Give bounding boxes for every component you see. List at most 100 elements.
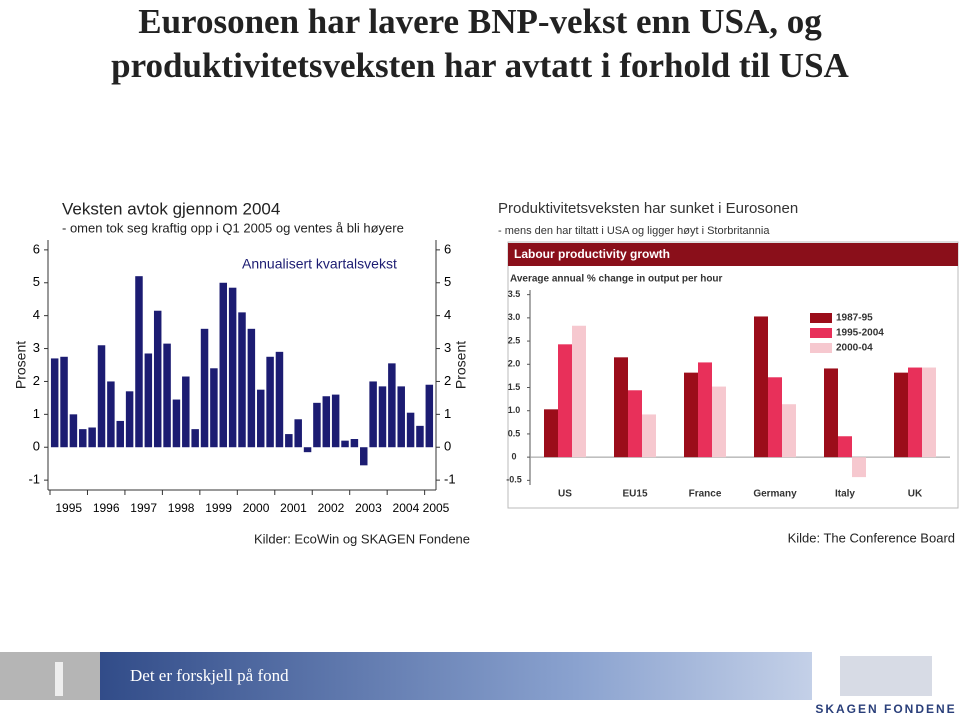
- bar: [558, 344, 572, 458]
- x-tick-label: 2002: [318, 501, 345, 515]
- y2-tick-label: -1: [444, 472, 456, 487]
- bar: [144, 353, 153, 448]
- legend-label: 1987-95: [836, 313, 873, 324]
- y-tick-label: 1: [33, 406, 40, 421]
- chart-header: [508, 243, 958, 266]
- bar: [200, 328, 209, 448]
- legend-swatch: [810, 328, 832, 338]
- x-tick-label: UK: [908, 489, 923, 500]
- x-tick-label: Germany: [753, 489, 797, 500]
- y-tick-label: 2.0: [508, 359, 521, 369]
- bar: [782, 404, 796, 458]
- bar: [191, 429, 199, 448]
- bar: [313, 402, 321, 448]
- bar: [572, 325, 586, 458]
- source: Kilde: The Conference Board: [788, 530, 955, 545]
- chart-subtitle: - omen tok seg kraftig opp i Q1 2005 og …: [62, 220, 404, 235]
- bar: [360, 447, 368, 466]
- bar: [350, 439, 359, 448]
- chart-heading: Produktivitetsveksten har sunket i Euros…: [498, 200, 798, 217]
- y-tick-label: 0: [511, 452, 516, 462]
- bar: [69, 414, 78, 448]
- bar: [712, 386, 726, 458]
- y-tick-label: 3: [33, 340, 40, 355]
- bar: [88, 427, 96, 448]
- chart-title: Labour productivity growth: [514, 247, 670, 261]
- x-tick-label: EU15: [622, 489, 647, 500]
- footer-text: Det er forskjell på fond: [130, 666, 289, 685]
- bar: [754, 316, 768, 458]
- bar: [256, 389, 265, 448]
- y-tick-label: 3.5: [508, 289, 521, 299]
- y-tick-label: 6: [33, 241, 40, 256]
- bar: [852, 457, 866, 478]
- bar: [60, 356, 68, 448]
- x-tick-label: France: [689, 489, 722, 500]
- y-tick-label: 4: [33, 307, 40, 322]
- bar: [247, 328, 256, 448]
- y2-axis-label: Prosent: [453, 341, 469, 389]
- x-tick-label: 2001: [280, 501, 307, 515]
- x-tick-label: 2005: [423, 501, 450, 515]
- y-tick-label: -0.5: [506, 475, 522, 485]
- x-tick-label: US: [558, 489, 572, 500]
- bar: [369, 381, 377, 448]
- bar: [824, 368, 838, 458]
- bar: [275, 351, 284, 448]
- y-tick-label: 1.5: [508, 382, 521, 392]
- annotation: Annualisert kvartalsvekst: [242, 256, 397, 272]
- bar: [182, 376, 190, 448]
- bar: [388, 363, 396, 448]
- y-tick-label: 2: [33, 373, 40, 388]
- logo-text: SKAGEN FONDENE: [815, 702, 956, 716]
- x-tick-label: 2000: [243, 501, 270, 515]
- bar: [425, 384, 434, 448]
- x-tick-label: 2004: [393, 501, 420, 515]
- bar: [285, 434, 293, 448]
- y-tick-label: 0.5: [508, 428, 521, 438]
- bar: [684, 372, 698, 458]
- bar: [266, 356, 274, 448]
- legend-swatch: [810, 343, 832, 353]
- bar: [628, 390, 642, 458]
- bar: [135, 276, 143, 448]
- bar: [172, 399, 181, 448]
- x-tick-label: 2003: [355, 501, 382, 515]
- lighthouse-photo: [0, 652, 100, 700]
- bar: [416, 425, 424, 448]
- bar: [768, 377, 782, 458]
- y-tick-label: -1: [28, 472, 40, 487]
- bar: [642, 414, 656, 458]
- bar: [97, 345, 106, 448]
- bar: [116, 420, 124, 448]
- bar: [238, 312, 246, 448]
- source: Kilder: EcoWin og SKAGEN Fondene: [254, 531, 470, 546]
- legend-swatch: [810, 313, 832, 323]
- y-tick-label: 3.0: [508, 312, 521, 322]
- y-tick-label: 5: [33, 274, 40, 289]
- bar: [107, 381, 115, 448]
- y2-tick-label: 0: [444, 439, 451, 454]
- y2-tick-label: 3: [444, 340, 451, 355]
- chart-title: Veksten avtok gjennom 2004: [62, 199, 280, 218]
- chart-subheading: - mens den har tiltatt i USA og ligger h…: [498, 225, 770, 237]
- x-tick-label: 1997: [130, 501, 157, 515]
- bar: [614, 357, 628, 458]
- bar: [163, 343, 171, 448]
- y2-tick-label: 5: [444, 274, 451, 289]
- bar: [79, 429, 87, 448]
- chart-subtitle: Average annual % change in output per ho…: [510, 274, 723, 285]
- y2-tick-label: 1: [444, 406, 451, 421]
- bar: [894, 372, 908, 458]
- bar: [922, 367, 936, 458]
- bar: [210, 368, 218, 448]
- y-tick-label: 0: [33, 439, 40, 454]
- lighthouse: [55, 662, 63, 696]
- bar: [219, 282, 228, 448]
- bar: [303, 447, 312, 453]
- y2-tick-label: 4: [444, 307, 451, 322]
- bar: [544, 409, 558, 458]
- bar: [331, 394, 340, 448]
